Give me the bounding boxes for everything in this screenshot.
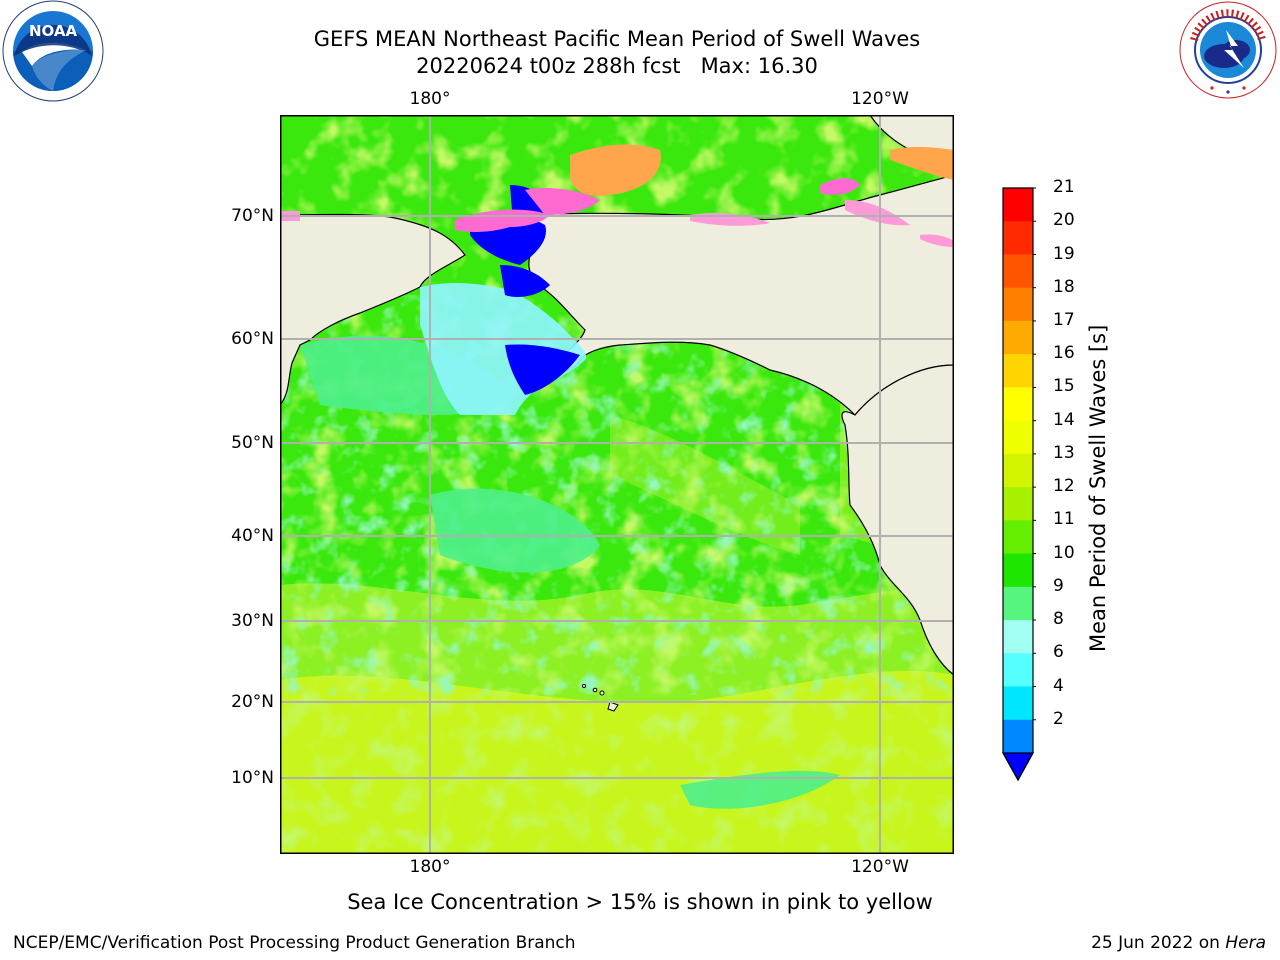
colorbar-segment [1003,487,1033,521]
colorbar [1000,187,1036,787]
lon-label-bottom-120w: 120°W [851,857,909,877]
colorbar-tick-label: 15 [1053,376,1075,397]
map-title: GEFS MEAN Northeast Pacific Mean Period … [313,27,921,51]
lon-label-top-120w: 120°W [851,89,909,109]
svg-text:NOAA: NOAA [29,22,78,40]
colorbar-segment [1003,620,1033,654]
colorbar-segment [1003,719,1033,754]
colorbar-tick-label: 8 [1053,609,1064,630]
colorbar-tick-label: 10 [1053,542,1075,563]
map-frame [280,115,954,854]
lat-label-20n: 20°N [231,692,274,712]
lat-label-50n: 50°N [231,433,274,453]
footer-credit: NCEP/EMC/Verification Post Processing Pr… [13,933,576,953]
colorbar-title: Mean Period of Swell Waves [s] [1086,324,1110,652]
colorbar-segment [1003,553,1033,588]
colorbar-tick-label: 21 [1053,177,1075,197]
colorbar-tick-label: 11 [1053,509,1075,530]
sea-ice-caption: Sea Ice Concentration > 15% is shown in … [347,890,933,914]
colorbar-tick-label: 12 [1053,476,1075,497]
footer-date-text: 25 Jun 2022 on [1091,933,1226,953]
lat-label-60n: 60°N [231,329,274,349]
colorbar-segment [1003,221,1033,255]
hawaii-islands [581,683,619,712]
colorbar-tick-label: 4 [1053,675,1064,696]
footer-date: 25 Jun 2022 on Hera [1091,933,1266,953]
lat-label-40n: 40°N [231,526,274,546]
colorbar-segment [1003,520,1033,555]
colorbar-segment [1003,653,1033,688]
colorbar-tick-label: 13 [1053,442,1075,463]
colorbar-segment [1003,254,1033,289]
colorbar-tick-label: 17 [1053,309,1075,330]
colorbar-tick-label: 16 [1053,343,1075,364]
colorbar-segment [1003,420,1033,455]
lon-label-bottom-180: 180° [409,857,451,877]
colorbar-tick-label: 9 [1053,575,1064,596]
footer-host: Hera [1225,933,1266,953]
land-masses [280,115,954,676]
lat-label-10n: 10°N [231,768,274,788]
map-subtitle: 20220624 t00z 288h fcst Max: 16.30 [416,54,818,78]
colorbar-segment [1003,387,1033,422]
colorbar-segment [1003,287,1033,322]
colorbar-segment [1003,188,1033,222]
colorbar-tick-label: 2 [1053,708,1064,729]
lat-label-70n: 70°N [231,206,274,226]
colorbar-segment [1003,320,1033,355]
colorbar-tick-label: 6 [1053,642,1064,663]
colorbar-segment [1003,354,1033,388]
map-plot-area [280,115,954,854]
colorbar-segment [1003,586,1033,621]
colorbar-tick-label: 20 [1053,210,1075,231]
colorbar-tick-label: 18 [1053,276,1075,297]
colorbar-segment [1003,453,1033,488]
nws-logo-icon [1178,0,1278,100]
noaa-logo-icon: NOAA [2,0,104,102]
lat-label-30n: 30°N [231,611,274,631]
colorbar-tick-label: 14 [1053,409,1075,430]
colorbar-segment [1003,686,1033,721]
colorbar-frame [1002,187,1034,782]
map-gridlines [280,115,954,854]
colorbar-extend-arrow [1001,752,1035,782]
lon-label-top-180: 180° [409,89,451,109]
colorbar-tick-label: 19 [1053,243,1075,264]
